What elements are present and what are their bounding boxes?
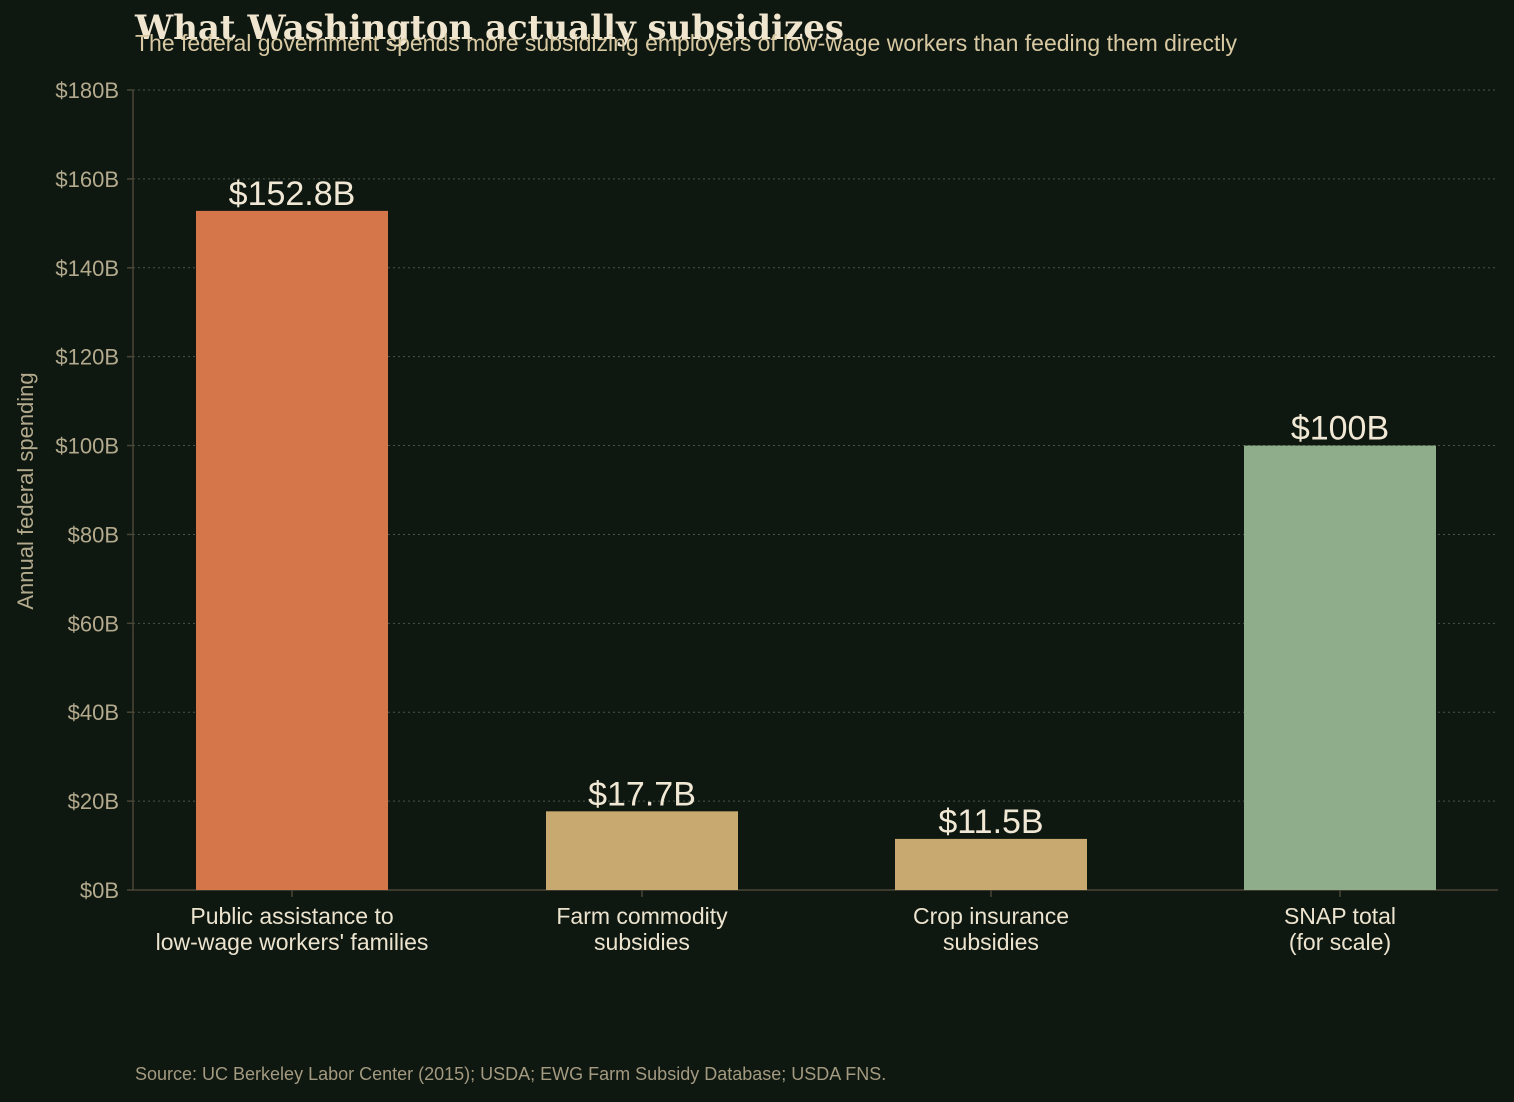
y-tick-label: $40B — [68, 700, 119, 725]
data-label: $100B — [1291, 410, 1389, 448]
y-tick-label: $20B — [68, 789, 119, 814]
x-tick-label: Public assistance to — [190, 903, 393, 929]
y-tick-label: $100B — [55, 434, 119, 459]
y-tick-label: $120B — [55, 345, 119, 370]
x-tick-label: low-wage workers' families — [156, 929, 429, 955]
bars — [196, 210, 1436, 890]
y-tick-label: $180B — [55, 78, 119, 103]
x-tick-label: subsidies — [943, 929, 1039, 955]
y-tick-label: $140B — [55, 256, 119, 281]
x-tick-label: (for scale) — [1289, 929, 1391, 955]
x-tick-label: subsidies — [594, 929, 690, 955]
y-tick-label: $60B — [68, 611, 119, 636]
bar — [1244, 445, 1436, 890]
bar — [196, 210, 388, 890]
x-tick-label: Crop insurance — [913, 903, 1069, 929]
x-tick-label: SNAP total — [1284, 903, 1396, 929]
data-label: $11.5B — [938, 803, 1043, 841]
bar — [895, 838, 1087, 890]
data-label: $17.7B — [588, 775, 696, 813]
y-tick-label: $160B — [55, 167, 119, 192]
chart-title: What Washington actually subsidizes — [135, 8, 845, 48]
x-tick-label: Farm commodity — [556, 903, 728, 929]
y-tick-label: $0B — [80, 878, 119, 903]
chart-subtitle: The federal government spends more subsi… — [135, 30, 1237, 56]
labels: $0B $20B $40B $60B $80B $100B $120B $140B $160B $… — [55, 78, 1396, 955]
y-tick-label: $80B — [68, 522, 119, 547]
data-label: $152.8B — [229, 175, 356, 213]
y-axis-label: Annual federal spending — [13, 372, 38, 609]
source-note: Source: UC Berkeley Labor Center (2015);… — [135, 1064, 887, 1084]
bar — [546, 811, 738, 890]
